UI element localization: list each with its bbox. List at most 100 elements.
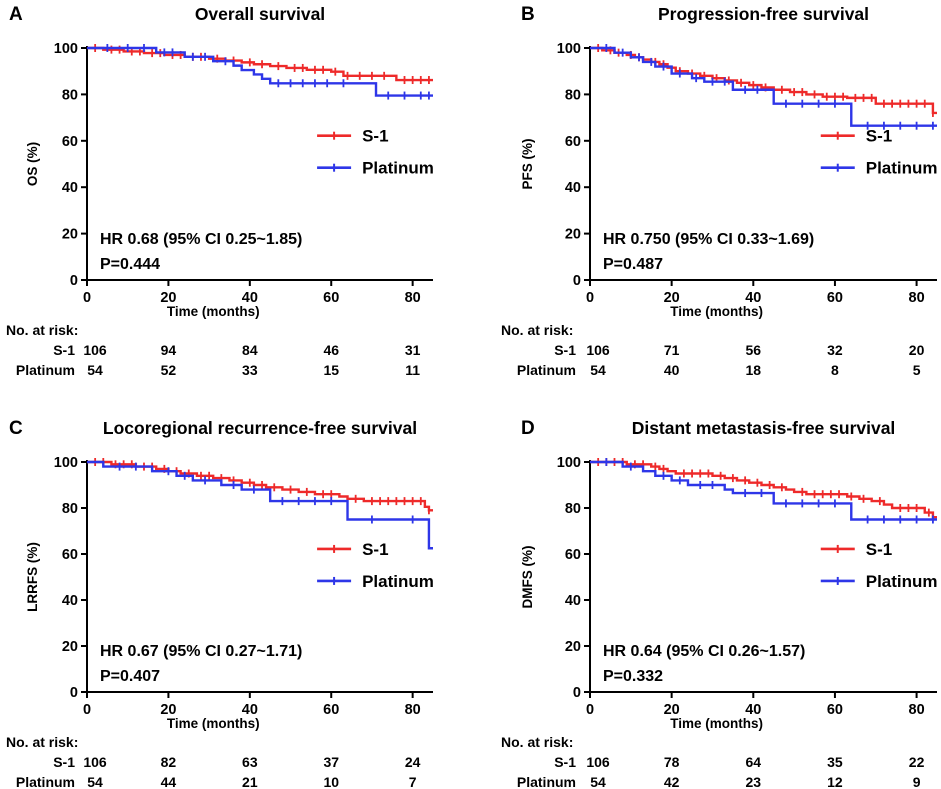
y-tick-label: 100 [54,41,78,57]
y-tick-label: 0 [573,685,581,701]
chart-title: Distant metastasis-free survival [632,418,896,438]
risk-row-label: S-1 [53,342,75,358]
risk-count: 32 [827,342,843,358]
legend-label: S-1 [362,127,388,146]
y-tick-label: 20 [62,639,78,655]
y-tick-label: 40 [62,593,78,609]
chart-title: Progression-free survival [658,4,869,24]
survival-curve [590,460,937,519]
x-axis-label: Time (months) [167,716,260,731]
y-tick-label: 80 [62,87,78,103]
y-axis-label: DMFS (%) [520,546,535,609]
panel-b: B Progression-free survival 0 20 40 60 80 100 0 2… [501,4,938,378]
legend-label: S-1 [866,540,892,559]
risk-count: 8 [831,362,839,378]
y-tick-label: 80 [565,501,581,517]
survival-curve [87,460,433,512]
panel-label: D [521,418,535,439]
risk-count: 23 [746,774,762,789]
risk-count: 40 [664,362,680,378]
y-tick-label: 60 [62,134,78,150]
risk-row-label: S-1 [554,754,576,770]
panel-c: C Locoregional recurrence-free survival 0 2… [6,418,434,789]
risk-count: 54 [87,774,103,789]
x-tick-label: 60 [827,290,843,306]
x-tick-label: 40 [745,290,761,306]
y-tick-label: 40 [565,180,581,196]
series-platinum [87,44,433,100]
risk-count: 94 [161,342,177,358]
risk-row-label: Platinum [16,774,75,789]
risk-row-label: Platinum [517,774,576,789]
x-tick-label: 80 [909,702,925,718]
hazard-ratio-text: HR 0.64 (95% CI 0.26~1.57) [603,643,805,660]
risk-count: 56 [746,342,762,358]
x-tick-label: 20 [160,290,176,306]
series-platinum [590,44,937,130]
y-tick-label: 80 [62,501,78,517]
chart-title: Overall survival [195,4,325,24]
risk-count: 44 [161,774,177,789]
risk-count: 82 [161,754,177,770]
risk-count: 35 [827,754,843,770]
risk-count: 33 [242,362,258,378]
risk-count: 10 [323,774,339,789]
series-platinum [87,460,433,550]
risk-table-title: No. at risk: [501,322,573,338]
x-tick-label: 80 [405,702,421,718]
risk-count: 106 [586,754,610,770]
risk-count: 5 [913,362,921,378]
y-axis-label: PFS (%) [520,138,535,189]
risk-count: 12 [827,774,843,789]
panel-a: A Overall survival 0 20 40 60 80 100 0 20 40 60 80 OS… [6,4,434,378]
risk-table-title: No. at risk: [6,322,78,338]
legend-label: Platinum [866,572,938,591]
y-tick-label: 20 [62,227,78,243]
risk-count: 71 [664,342,680,358]
x-tick-label: 20 [664,290,680,306]
risk-table-title: No. at risk: [6,734,78,750]
risk-count: 7 [409,774,417,789]
legend-label: Platinum [866,159,938,178]
risk-count: 15 [323,362,339,378]
risk-count: 54 [87,362,103,378]
risk-count: 46 [323,342,339,358]
legend-label: S-1 [866,127,892,146]
risk-row-label: S-1 [53,754,75,770]
risk-count: 31 [405,342,421,358]
hazard-ratio-text: HR 0.67 (95% CI 0.27~1.71) [100,643,302,660]
series-s-1 [87,44,433,85]
risk-count: 42 [664,774,680,789]
x-tick-label: 0 [83,290,91,306]
x-axis-label: Time (months) [167,304,260,319]
y-tick-label: 0 [70,273,78,289]
x-tick-label: 0 [83,702,91,718]
risk-count: 63 [242,754,258,770]
series-platinum [590,458,937,524]
y-tick-label: 100 [54,455,78,471]
risk-row-label: S-1 [554,342,576,358]
x-tick-label: 0 [586,702,594,718]
risk-count: 106 [83,342,107,358]
series-s-1 [590,458,937,522]
risk-count: 22 [909,754,925,770]
risk-count: 54 [590,774,606,789]
risk-count: 54 [590,362,606,378]
x-tick-label: 40 [745,702,761,718]
y-tick-label: 40 [62,180,78,196]
hazard-ratio-text: HR 0.68 (95% CI 0.25~1.85) [100,231,302,248]
p-value-text: P=0.487 [603,256,663,273]
risk-count: 18 [746,362,762,378]
x-tick-label: 0 [586,290,594,306]
risk-count: 78 [664,754,680,770]
survival-curve [590,460,937,521]
x-axis-label: Time (months) [670,304,763,319]
risk-count: 37 [323,754,339,770]
panel-label: A [9,4,23,25]
y-tick-label: 0 [70,685,78,701]
risk-count: 24 [405,754,421,770]
x-tick-label: 40 [242,290,258,306]
y-axis-label: LRRFS (%) [25,542,40,612]
y-tick-label: 0 [573,273,581,289]
